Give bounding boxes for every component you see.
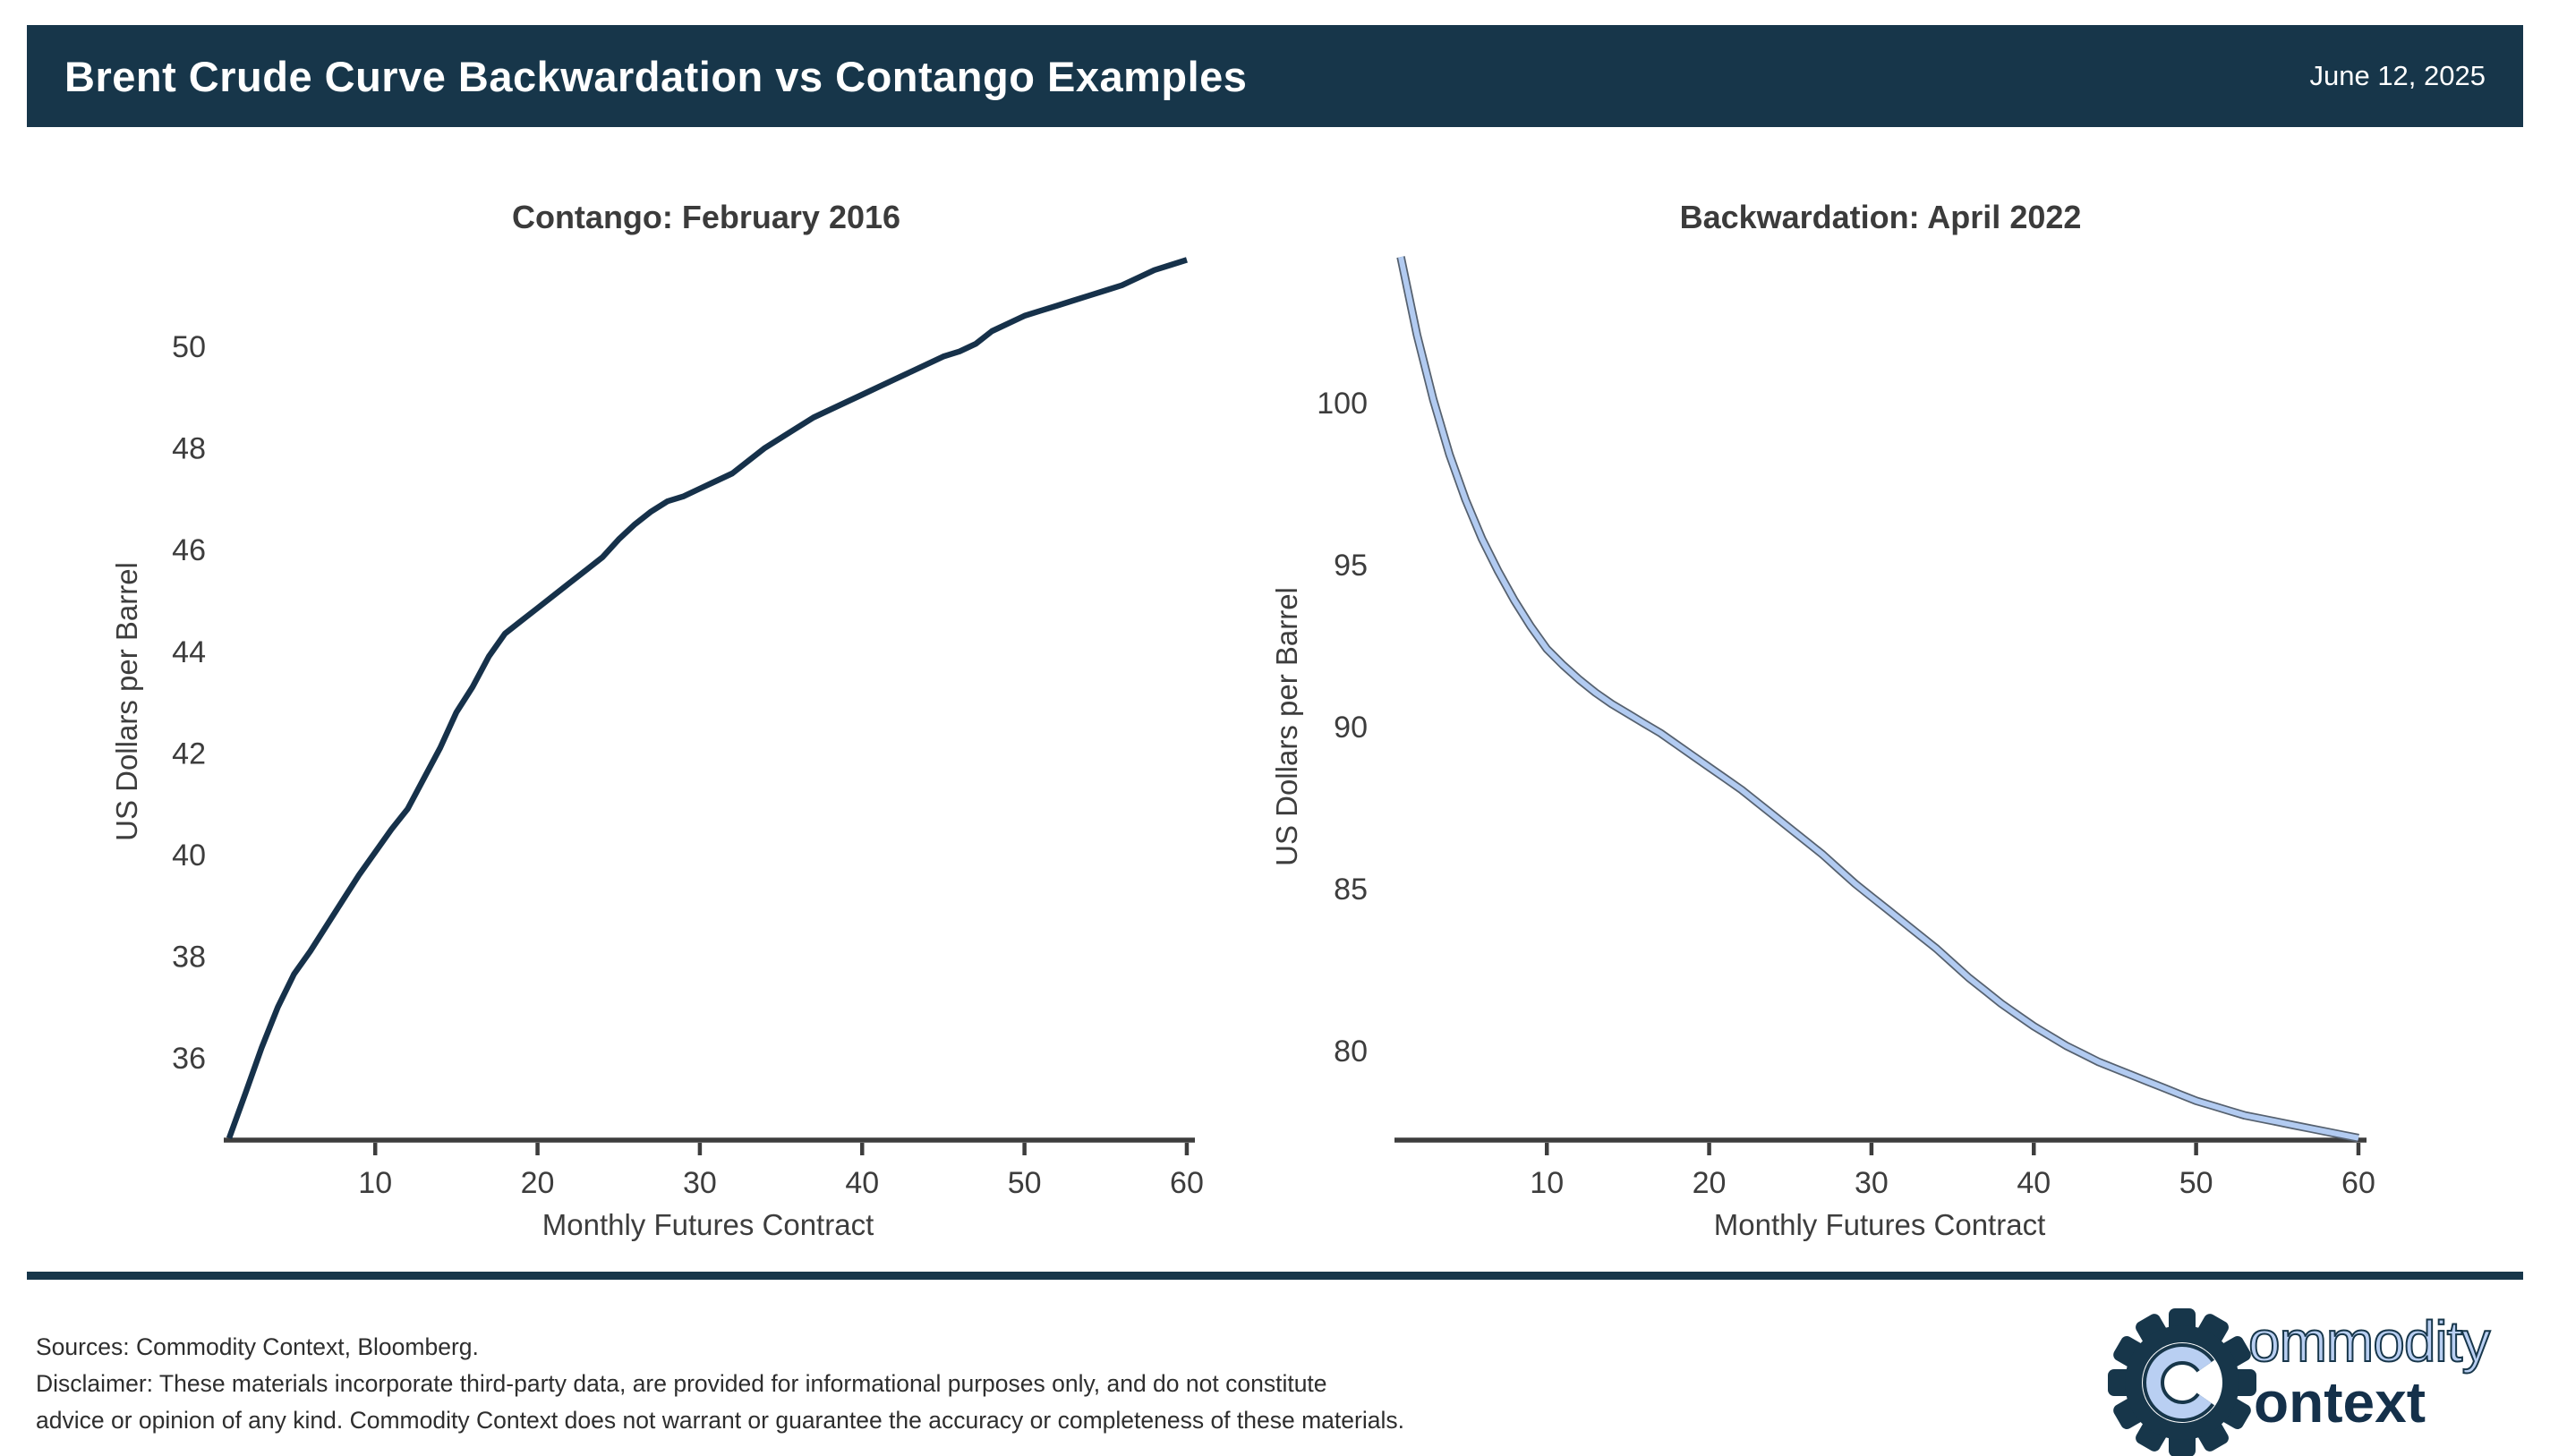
y-tick-label: 44 (172, 635, 206, 669)
footer-disclaimer-line1: Disclaimer: These materials incorporate … (36, 1370, 1327, 1397)
backwardation-x-axis-label: Monthly Futures Contract (1713, 1208, 2046, 1241)
y-tick-label: 95 (1334, 549, 1368, 583)
page-title: Brent Crude Curve Backwardation vs Conta… (64, 52, 1248, 100)
x-tick-label: 30 (683, 1166, 717, 1200)
backwardation-chart-curve-outline (1396, 256, 2359, 1143)
y-tick-label: 46 (172, 533, 206, 567)
footer-divider (27, 1272, 2523, 1280)
x-tick-label: 20 (521, 1166, 555, 1200)
y-tick-label: 85 (1334, 873, 1368, 907)
contango-chart-curve (226, 257, 1188, 1140)
logo-word-context: ontext (2254, 1370, 2426, 1435)
footer-disclaimer-line2: advice or opinion of any kind. Commodity… (36, 1407, 1404, 1434)
x-tick-label: 10 (358, 1166, 392, 1200)
y-tick-label: 40 (172, 839, 206, 873)
gear-icon (2108, 1308, 2256, 1456)
y-tick-label: 48 (172, 432, 206, 466)
x-tick-label: 40 (845, 1166, 879, 1200)
x-tick-label: 40 (2017, 1166, 2051, 1200)
footer-disclaimer: Sources: Commodity Context, Bloomberg. D… (36, 1329, 1404, 1439)
y-tick-label: 36 (172, 1042, 206, 1076)
x-tick-label: 50 (1008, 1166, 1042, 1200)
y-tick-label: 80 (1334, 1035, 1368, 1069)
x-tick-label: 60 (2341, 1166, 2375, 1200)
x-tick-label: 10 (1530, 1166, 1564, 1200)
x-tick-label: 50 (2179, 1166, 2213, 1200)
backwardation-chart: 10 20 30 40 50 60 80 85 90 95 100 (1317, 256, 2375, 1200)
x-tick-label: 60 (1170, 1166, 1204, 1200)
x-tick-label: 30 (1855, 1166, 1889, 1200)
footer-sources-line: Sources: Commodity Context, Bloomberg. (36, 1333, 479, 1360)
x-tick-label: 20 (1693, 1166, 1727, 1200)
contango-chart: 10 20 30 40 50 60 36 38 40 42 44 46 48 50 (172, 257, 1204, 1200)
y-tick-label: 90 (1334, 711, 1368, 745)
commodity-context-logo: ommodity ontext (2094, 1289, 2542, 1456)
y-tick-label: 100 (1317, 387, 1368, 421)
y-tick-label: 42 (172, 737, 206, 771)
contango-chart-title: Contango: February 2016 (511, 199, 901, 235)
report-date: June 12, 2025 (2309, 60, 2486, 91)
y-tick-label: 38 (172, 941, 206, 975)
backwardation-chart-curve (1398, 256, 2359, 1141)
header-bar: Brent Crude Curve Backwardation vs Conta… (27, 25, 2523, 127)
logo-word-commodity: ommodity (2247, 1308, 2491, 1375)
contango-x-axis-label: Monthly Futures Contract (542, 1208, 874, 1241)
y-tick-label: 50 (172, 330, 206, 364)
backwardation-chart-title: Backwardation: April 2022 (1679, 199, 2082, 235)
